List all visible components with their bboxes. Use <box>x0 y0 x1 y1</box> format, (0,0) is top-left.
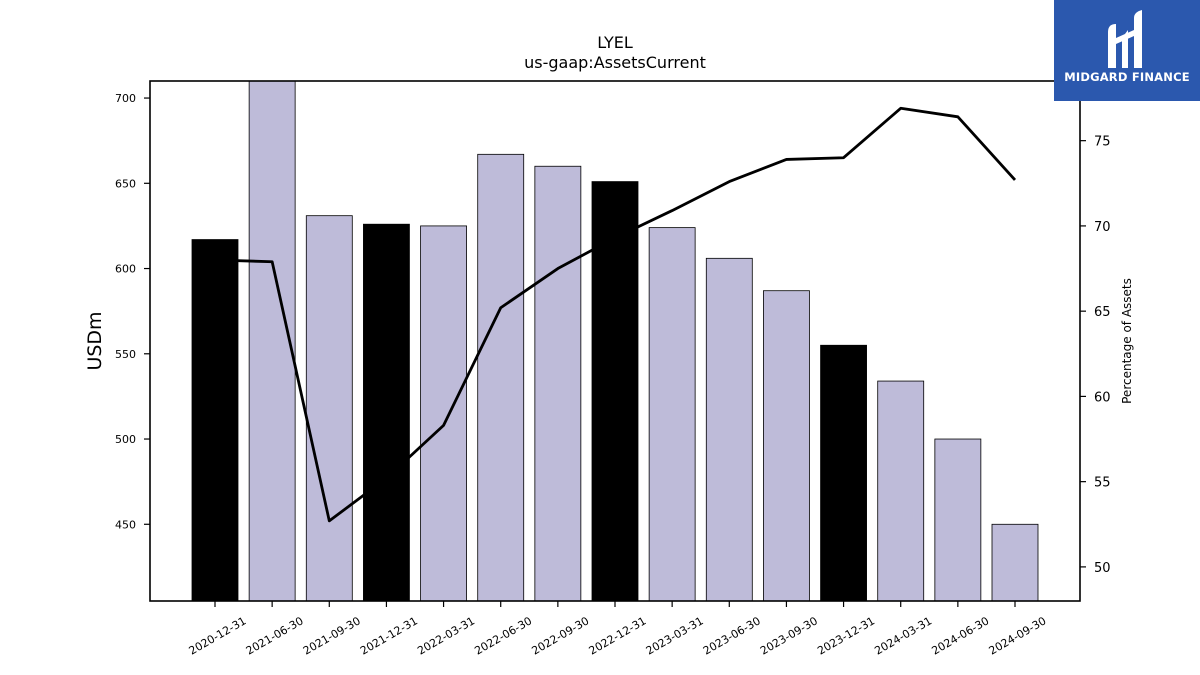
x-tick-label: 2024-03-31 <box>872 614 934 657</box>
x-tick-label: 2021-12-31 <box>358 614 420 657</box>
bar <box>763 290 810 602</box>
x-tick-label: 2022-06-30 <box>472 614 534 657</box>
line-series <box>214 106 1017 523</box>
y2-tick-label: 65 <box>1094 305 1111 320</box>
chart-subtitle: us-gaap:AssetsCurrent <box>524 53 706 72</box>
y-tick-label: 550 <box>115 348 136 361</box>
bar <box>305 215 353 602</box>
x-tick-label: 2023-06-30 <box>701 614 763 657</box>
x-tick-label: 2021-06-30 <box>244 614 306 657</box>
y2-tick-label: 75 <box>1094 135 1111 150</box>
bar <box>191 239 239 602</box>
x-tick-label: 2024-09-30 <box>987 614 1049 657</box>
bar <box>991 523 1039 602</box>
x-tick-label: 2022-03-31 <box>415 614 477 657</box>
x-tick-label: 2023-09-30 <box>758 614 820 657</box>
bar <box>248 80 296 602</box>
logo-mark-icon <box>1108 10 1142 68</box>
x-tick-label: 2022-12-31 <box>587 614 649 657</box>
bar <box>705 257 753 602</box>
y-axis-label: USDm <box>84 311 106 370</box>
bar <box>477 153 525 602</box>
x-tick-label: 2024-06-30 <box>929 614 991 657</box>
y2-axis-label: Percentage of Assets <box>1120 278 1134 404</box>
logo-text: MIDGARD FINANCE <box>1064 70 1190 84</box>
y2-tick-label: 60 <box>1094 390 1111 405</box>
x-tick-label: 2022-09-30 <box>529 614 591 657</box>
y-tick-label: 450 <box>115 518 136 531</box>
bar <box>877 380 925 602</box>
x-tick-label: 2023-12-31 <box>815 614 877 657</box>
y2-tick-label: 55 <box>1094 476 1111 491</box>
y-tick-label: 700 <box>115 92 136 105</box>
bar-series <box>191 80 1039 602</box>
bar <box>420 225 467 602</box>
y2-tick-label: 50 <box>1094 561 1111 576</box>
y-tick-label: 500 <box>115 433 136 446</box>
x-tick-label: 2023-03-31 <box>644 614 706 657</box>
y2-tick-label: 70 <box>1094 220 1111 235</box>
bar <box>934 438 982 602</box>
brand-logo: MIDGARD FINANCE <box>1054 0 1200 101</box>
x-tick-label: 2020-12-31 <box>187 614 249 657</box>
y-tick-label: 600 <box>115 263 136 276</box>
bar <box>820 344 867 602</box>
bar <box>363 223 410 602</box>
x-tick-label: 2021-09-30 <box>301 614 363 657</box>
chart-title: LYEL <box>597 33 633 52</box>
bar <box>648 227 696 602</box>
bar <box>591 181 639 602</box>
bar <box>534 165 582 602</box>
y-tick-label: 650 <box>115 177 136 190</box>
